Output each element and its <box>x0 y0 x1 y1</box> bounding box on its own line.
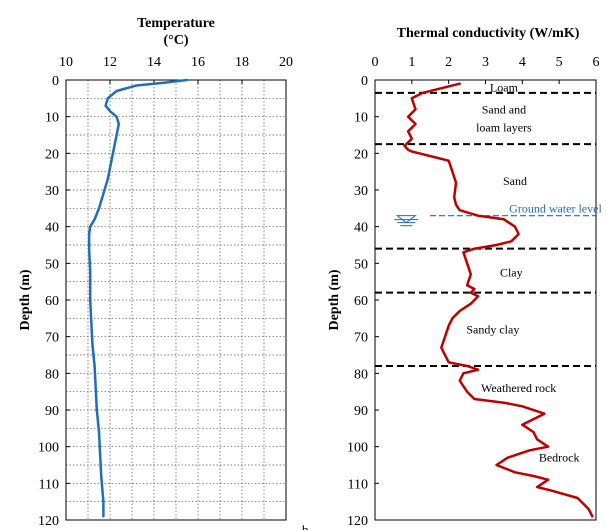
ground-water-label: Ground water level <box>509 201 602 215</box>
y-tick-label: 70 <box>354 331 368 346</box>
layer-label: Sandy clay <box>466 322 519 336</box>
y-tick-label: 0 <box>361 74 368 89</box>
thermal-conductivity-chart: Thermal conductivity (W/mK)0 1 2 3 4 5 6010203… <box>302 26 602 530</box>
x-tick-label: 16 <box>191 55 205 70</box>
x-tick-label: 4 <box>519 55 526 70</box>
y-tick-label: 40 <box>45 221 59 236</box>
layer-label: Loam <box>490 80 519 94</box>
chart-title: Thermal conductivity (W/mK) <box>397 26 580 41</box>
y-tick-label: 80 <box>45 367 59 382</box>
y-tick-label: 70 <box>45 331 59 346</box>
chart-title-line-1: Temperature <box>137 16 215 31</box>
x-tick-label: 10 <box>59 55 73 70</box>
y-tick-label: 20 <box>45 147 59 162</box>
y-tick-label: 120 <box>347 514 368 529</box>
series-line <box>87 78 189 518</box>
layer-label: loam layers <box>476 121 532 135</box>
y-tick-label: 10 <box>354 111 368 126</box>
y-tick-label: 100 <box>38 441 59 456</box>
y-axis-label: Depth (m) <box>18 269 33 330</box>
y-tick-label: 40 <box>354 221 368 236</box>
y-tick-label: 110 <box>348 477 368 492</box>
x-tick-label: 12 <box>103 55 117 70</box>
layer-label: Sand <box>503 174 527 188</box>
y-tick-label: 60 <box>354 294 368 309</box>
x-tick-label: 2 <box>445 55 452 70</box>
layer-label: Sand and <box>482 102 526 116</box>
y-tick-label: 100 <box>347 441 368 456</box>
y-tick-label: 10 <box>45 111 59 126</box>
y-tick-label: 0 <box>52 74 59 89</box>
y-tick-label: 30 <box>45 184 59 199</box>
x-tick-label: 5 <box>556 55 563 70</box>
y-tick-label: 90 <box>45 404 59 419</box>
series-line <box>403 82 594 518</box>
temperature-chart: Temperature(°C)10 12 14 16 18 200102030405060… <box>18 16 293 529</box>
y-axis-label: Depth (m) <box>327 269 342 330</box>
layer-label: Bedrock <box>539 451 580 465</box>
y-tick-label: 50 <box>45 257 59 272</box>
chart-title-line-2: (°C) <box>163 33 188 48</box>
y-tick-label: 50 <box>354 257 368 272</box>
x-tick-label: 1 <box>408 55 415 70</box>
y-tick-label: 20 <box>354 147 368 162</box>
x-tick-label: 0 <box>372 55 379 70</box>
x-tick-label: 20 <box>279 55 293 70</box>
layer-label: Weathered rock <box>481 381 556 395</box>
x-tick-label: 14 <box>147 55 161 70</box>
x-tick-label: 18 <box>235 55 249 70</box>
y-tick-label: 60 <box>45 294 59 309</box>
panel-label: b. <box>302 522 312 530</box>
x-tick-label: 3 <box>482 55 489 70</box>
y-tick-label: 110 <box>39 477 59 492</box>
y-tick-label: 30 <box>354 184 368 199</box>
y-tick-label: 80 <box>354 367 368 382</box>
x-tick-label: 6 <box>593 55 600 70</box>
y-tick-label: 90 <box>354 404 368 419</box>
layer-label: Clay <box>500 266 523 280</box>
y-tick-label: 120 <box>38 514 59 529</box>
